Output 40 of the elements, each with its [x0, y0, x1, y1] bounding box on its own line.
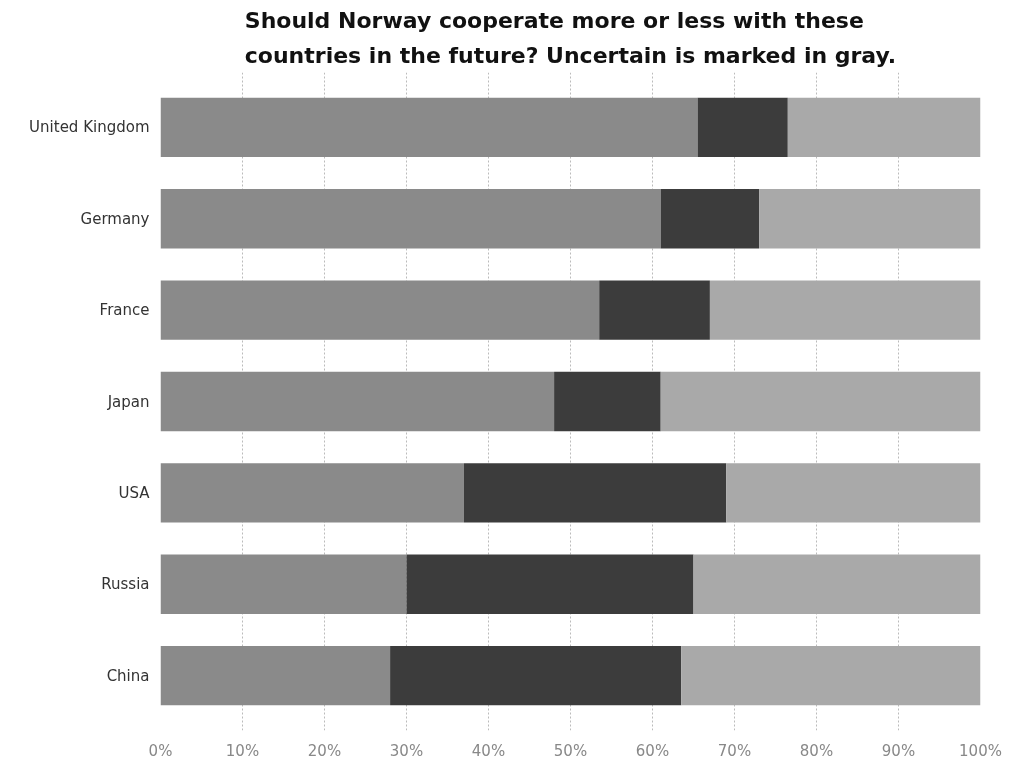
x-tick-label: 60% — [635, 741, 670, 760]
bar — [160, 97, 698, 158]
x-tick-label: 90% — [881, 741, 916, 760]
bar — [160, 189, 661, 249]
x-tick-label: 0% — [148, 741, 173, 760]
bar — [660, 371, 981, 432]
x-tick-label: 40% — [471, 741, 506, 760]
bar — [697, 97, 788, 158]
bar — [726, 463, 981, 523]
bar — [463, 463, 727, 523]
bar — [681, 645, 981, 706]
chart-title: Should Norway cooperate more or less with these countries in the future? Uncertain is marked in gray. — [244, 7, 897, 68]
x-tick-label: 30% — [389, 741, 424, 760]
y-tick-label: Russia — [101, 575, 150, 594]
y-tick-label: China — [106, 666, 150, 685]
y-tick-label: United Kingdom — [29, 118, 150, 137]
bar — [160, 645, 391, 706]
bar — [787, 97, 981, 158]
y-tick-label: Japan — [106, 392, 150, 411]
bar — [693, 554, 981, 614]
bar — [160, 280, 600, 340]
x-tick-label: 50% — [553, 741, 588, 760]
x-tick-label: 70% — [717, 741, 752, 760]
x-tick-label: 80% — [799, 741, 834, 760]
bar — [160, 554, 407, 614]
bar — [554, 371, 661, 432]
bar — [759, 189, 981, 249]
bar — [660, 189, 760, 249]
bar — [709, 280, 981, 340]
x-tick-label: 10% — [225, 741, 260, 760]
bar — [390, 645, 682, 706]
y-tick-label: Germany — [80, 209, 150, 228]
y-tick-label: France — [99, 301, 150, 320]
x-tick-label: 20% — [307, 741, 342, 760]
bar — [160, 463, 464, 523]
bar — [160, 371, 555, 432]
bar — [599, 280, 710, 340]
bar — [406, 554, 694, 614]
y-tick-label: USA — [118, 483, 151, 502]
x-tick-label: 100% — [959, 741, 1002, 760]
